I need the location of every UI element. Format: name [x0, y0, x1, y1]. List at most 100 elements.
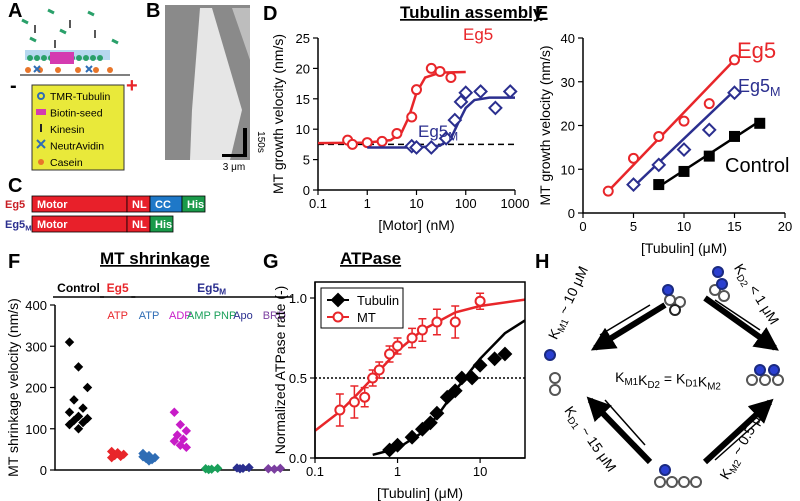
text-part: Eg5 [738, 76, 770, 96]
point [453, 94, 469, 110]
point [346, 138, 358, 150]
x-tick-label: 0.1 [309, 196, 327, 211]
point [411, 84, 422, 96]
y-axis-label: MT growth velocity (nm/s) [270, 34, 286, 194]
subscript: D2 [647, 380, 660, 391]
domain [149, 215, 174, 233]
axis-line [317, 38, 515, 191]
y-tick-label: 200 [25, 381, 47, 396]
point [359, 391, 371, 403]
point [626, 177, 641, 192]
y-tick-label: 0.5 [289, 371, 307, 386]
x-axis-label: [Tubulin] (μM) [377, 485, 463, 501]
category-label: BRD [263, 310, 286, 322]
point [334, 404, 346, 416]
subscript: M [448, 130, 458, 144]
minus-end: - [10, 75, 17, 97]
subscript: M [770, 85, 781, 99]
series-label: Eg5M [418, 122, 458, 144]
point [502, 84, 518, 99]
relation: KM1KD2 = KD1KM2 [615, 369, 721, 393]
point [330, 292, 346, 308]
x-tick-label: 10 [473, 464, 487, 479]
scheme-icons [544, 266, 784, 488]
y-tick-label: 0 [40, 463, 47, 478]
x-tick-label: 1 [394, 464, 401, 479]
point [275, 463, 286, 474]
point [235, 464, 245, 474]
legend-label: Tubulin [357, 293, 399, 308]
panel-a-schematic [20, 8, 130, 171]
scheme-arrows [586, 295, 779, 465]
domain-label: CC [155, 199, 171, 211]
point [361, 137, 373, 149]
subscript: M2 [707, 382, 721, 393]
point [138, 452, 148, 462]
legend-label: Kinesin [50, 124, 85, 136]
legend-label: Casein [50, 157, 83, 169]
text-part: K [698, 374, 708, 390]
point [701, 122, 717, 138]
subscript: M [25, 223, 31, 232]
text-part: Eg5 [107, 281, 129, 295]
point [425, 62, 437, 74]
subscript: M1 [556, 317, 572, 334]
point [754, 117, 766, 129]
x-tick-label: 1000 [501, 196, 530, 211]
construct-name: Eg5M [5, 219, 32, 232]
subscript: D1 [685, 379, 698, 390]
text-part: Eg5 [5, 219, 25, 231]
panel-label: C [8, 175, 22, 197]
x-axis-label: [Motor] (nM) [378, 217, 454, 233]
y-axis-label: MT shrinkage velocity (nm/s) [5, 298, 21, 477]
plus-end: + [126, 75, 138, 97]
point [676, 142, 692, 157]
point [727, 85, 742, 101]
point [406, 332, 418, 344]
point [82, 382, 93, 393]
x-tick-label: 100 [455, 196, 477, 211]
point [409, 140, 424, 155]
text-part: K [615, 369, 625, 385]
legend-label: Biotin-seed [50, 108, 103, 120]
text-part: ~ 0.5 μM [727, 402, 770, 461]
panel-label: H [535, 251, 549, 273]
point [497, 346, 513, 362]
text-part: Control [725, 155, 789, 177]
fit-line [372, 319, 526, 457]
y-tick-label: 15 [296, 92, 310, 107]
chart-title: ATPase [340, 249, 401, 268]
point [263, 464, 274, 474]
point [678, 115, 690, 127]
x-tick-label: 10 [677, 219, 691, 234]
legend-label: MT [357, 310, 376, 325]
point [181, 442, 192, 453]
point [175, 419, 186, 430]
series-label: Eg5 [737, 38, 776, 63]
series-label: Eg5 [463, 25, 493, 44]
panel-label: B [146, 0, 160, 22]
point [73, 424, 84, 434]
group-label: Eg5 [107, 281, 129, 295]
point [73, 362, 84, 372]
y-axis-label: MT growth velocity (nm/s) [537, 46, 553, 206]
fit-line [607, 59, 736, 192]
point [678, 165, 690, 177]
point [212, 463, 223, 474]
y-tick-label: 10 [296, 122, 310, 137]
x-axis-label: [Tubulin] (μM) [641, 240, 727, 256]
category-label: AMP PNP [187, 310, 236, 322]
chart-title: Tubulin assembly [400, 3, 543, 22]
text-part: Control [57, 281, 100, 295]
panel-label: E [535, 3, 548, 25]
y-tick-label: 400 [25, 298, 47, 313]
text-part: Eg5 [737, 38, 776, 63]
text-part: Eg5 [5, 199, 25, 211]
text-part: K [676, 371, 686, 387]
point [414, 421, 430, 437]
point [423, 140, 439, 155]
point [384, 348, 396, 360]
point [178, 434, 189, 444]
point [64, 419, 75, 430]
panel-label: G [263, 251, 279, 273]
